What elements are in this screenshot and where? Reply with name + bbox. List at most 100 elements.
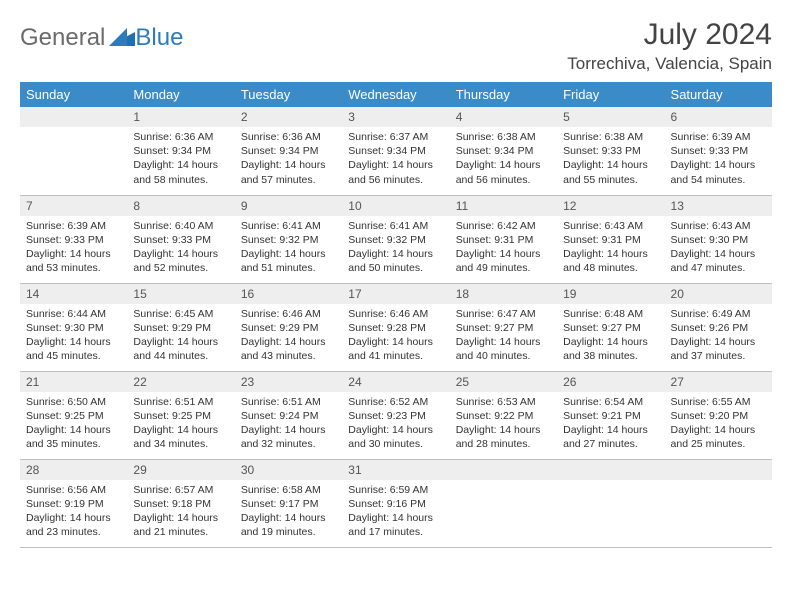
day-cell: 16Sunrise: 6:46 AMSunset: 9:29 PMDayligh… bbox=[235, 283, 342, 371]
dayhead-thursday: Thursday bbox=[450, 82, 557, 107]
week-row: 7Sunrise: 6:39 AMSunset: 9:33 PMDaylight… bbox=[20, 195, 772, 283]
day-number: 27 bbox=[665, 372, 772, 392]
day-number: 25 bbox=[450, 372, 557, 392]
day-data: Sunrise: 6:39 AMSunset: 9:33 PMDaylight:… bbox=[665, 127, 772, 191]
day-cell: 29Sunrise: 6:57 AMSunset: 9:18 PMDayligh… bbox=[127, 459, 234, 547]
day-data: Sunrise: 6:58 AMSunset: 9:17 PMDaylight:… bbox=[235, 480, 342, 544]
day-cell: 9Sunrise: 6:41 AMSunset: 9:32 PMDaylight… bbox=[235, 195, 342, 283]
day-data: Sunrise: 6:36 AMSunset: 9:34 PMDaylight:… bbox=[235, 127, 342, 191]
dayhead-saturday: Saturday bbox=[665, 82, 772, 107]
week-row: 1Sunrise: 6:36 AMSunset: 9:34 PMDaylight… bbox=[20, 107, 772, 195]
day-cell: 14Sunrise: 6:44 AMSunset: 9:30 PMDayligh… bbox=[20, 283, 127, 371]
day-data: Sunrise: 6:46 AMSunset: 9:28 PMDaylight:… bbox=[342, 304, 449, 368]
dayhead-sunday: Sunday bbox=[20, 82, 127, 107]
day-number: 1 bbox=[127, 107, 234, 127]
day-number: 10 bbox=[342, 196, 449, 216]
day-cell: 24Sunrise: 6:52 AMSunset: 9:23 PMDayligh… bbox=[342, 371, 449, 459]
day-number: 8 bbox=[127, 196, 234, 216]
day-data: Sunrise: 6:45 AMSunset: 9:29 PMDaylight:… bbox=[127, 304, 234, 368]
month-title: July 2024 bbox=[567, 18, 772, 52]
day-number: 17 bbox=[342, 284, 449, 304]
daynum-empty bbox=[557, 460, 664, 480]
day-data: Sunrise: 6:52 AMSunset: 9:23 PMDaylight:… bbox=[342, 392, 449, 456]
calendar-table: SundayMondayTuesdayWednesdayThursdayFrid… bbox=[20, 82, 772, 548]
day-cell: 12Sunrise: 6:43 AMSunset: 9:31 PMDayligh… bbox=[557, 195, 664, 283]
day-cell: 26Sunrise: 6:54 AMSunset: 9:21 PMDayligh… bbox=[557, 371, 664, 459]
page: General Blue July 2024 Torrechiva, Valen… bbox=[0, 0, 792, 558]
day-number: 31 bbox=[342, 460, 449, 480]
day-cell: 10Sunrise: 6:41 AMSunset: 9:32 PMDayligh… bbox=[342, 195, 449, 283]
week-row: 14Sunrise: 6:44 AMSunset: 9:30 PMDayligh… bbox=[20, 283, 772, 371]
day-data: Sunrise: 6:43 AMSunset: 9:30 PMDaylight:… bbox=[665, 216, 772, 280]
day-data: Sunrise: 6:41 AMSunset: 9:32 PMDaylight:… bbox=[235, 216, 342, 280]
daynum-empty bbox=[20, 107, 127, 127]
day-data: Sunrise: 6:43 AMSunset: 9:31 PMDaylight:… bbox=[557, 216, 664, 280]
day-data: Sunrise: 6:53 AMSunset: 9:22 PMDaylight:… bbox=[450, 392, 557, 456]
day-data: Sunrise: 6:41 AMSunset: 9:32 PMDaylight:… bbox=[342, 216, 449, 280]
day-cell: 19Sunrise: 6:48 AMSunset: 9:27 PMDayligh… bbox=[557, 283, 664, 371]
day-number: 6 bbox=[665, 107, 772, 127]
day-data: Sunrise: 6:54 AMSunset: 9:21 PMDaylight:… bbox=[557, 392, 664, 456]
day-cell: 21Sunrise: 6:50 AMSunset: 9:25 PMDayligh… bbox=[20, 371, 127, 459]
dayhead-tuesday: Tuesday bbox=[235, 82, 342, 107]
day-data: Sunrise: 6:47 AMSunset: 9:27 PMDaylight:… bbox=[450, 304, 557, 368]
day-data: Sunrise: 6:49 AMSunset: 9:26 PMDaylight:… bbox=[665, 304, 772, 368]
day-cell: 15Sunrise: 6:45 AMSunset: 9:29 PMDayligh… bbox=[127, 283, 234, 371]
day-data: Sunrise: 6:44 AMSunset: 9:30 PMDaylight:… bbox=[20, 304, 127, 368]
day-cell: 23Sunrise: 6:51 AMSunset: 9:24 PMDayligh… bbox=[235, 371, 342, 459]
day-data: Sunrise: 6:40 AMSunset: 9:33 PMDaylight:… bbox=[127, 216, 234, 280]
dayhead-monday: Monday bbox=[127, 82, 234, 107]
day-data: Sunrise: 6:51 AMSunset: 9:25 PMDaylight:… bbox=[127, 392, 234, 456]
day-number: 16 bbox=[235, 284, 342, 304]
week-row: 28Sunrise: 6:56 AMSunset: 9:19 PMDayligh… bbox=[20, 459, 772, 547]
day-number: 2 bbox=[235, 107, 342, 127]
dayhead-friday: Friday bbox=[557, 82, 664, 107]
day-number: 30 bbox=[235, 460, 342, 480]
brand-word2: Blue bbox=[135, 24, 183, 52]
day-cell: 18Sunrise: 6:47 AMSunset: 9:27 PMDayligh… bbox=[450, 283, 557, 371]
calendar-head: SundayMondayTuesdayWednesdayThursdayFrid… bbox=[20, 82, 772, 107]
empty-cell bbox=[665, 459, 772, 547]
daynum-empty bbox=[665, 460, 772, 480]
day-number: 14 bbox=[20, 284, 127, 304]
empty-cell bbox=[557, 459, 664, 547]
title-block: July 2024 Torrechiva, Valencia, Spain bbox=[567, 18, 772, 74]
day-cell: 30Sunrise: 6:58 AMSunset: 9:17 PMDayligh… bbox=[235, 459, 342, 547]
day-number: 19 bbox=[557, 284, 664, 304]
day-data: Sunrise: 6:51 AMSunset: 9:24 PMDaylight:… bbox=[235, 392, 342, 456]
day-data: Sunrise: 6:42 AMSunset: 9:31 PMDaylight:… bbox=[450, 216, 557, 280]
day-data: Sunrise: 6:57 AMSunset: 9:18 PMDaylight:… bbox=[127, 480, 234, 544]
calendar-body: 1Sunrise: 6:36 AMSunset: 9:34 PMDaylight… bbox=[20, 107, 772, 547]
day-cell: 8Sunrise: 6:40 AMSunset: 9:33 PMDaylight… bbox=[127, 195, 234, 283]
day-number: 9 bbox=[235, 196, 342, 216]
day-number: 3 bbox=[342, 107, 449, 127]
day-cell: 27Sunrise: 6:55 AMSunset: 9:20 PMDayligh… bbox=[665, 371, 772, 459]
day-cell: 22Sunrise: 6:51 AMSunset: 9:25 PMDayligh… bbox=[127, 371, 234, 459]
day-cell: 4Sunrise: 6:38 AMSunset: 9:34 PMDaylight… bbox=[450, 107, 557, 195]
day-number: 29 bbox=[127, 460, 234, 480]
brand-logo: General Blue bbox=[20, 18, 183, 52]
day-number: 11 bbox=[450, 196, 557, 216]
day-cell: 20Sunrise: 6:49 AMSunset: 9:26 PMDayligh… bbox=[665, 283, 772, 371]
day-number: 18 bbox=[450, 284, 557, 304]
daynum-empty bbox=[450, 460, 557, 480]
empty-cell bbox=[20, 107, 127, 195]
day-cell: 7Sunrise: 6:39 AMSunset: 9:33 PMDaylight… bbox=[20, 195, 127, 283]
day-data: Sunrise: 6:46 AMSunset: 9:29 PMDaylight:… bbox=[235, 304, 342, 368]
day-cell: 1Sunrise: 6:36 AMSunset: 9:34 PMDaylight… bbox=[127, 107, 234, 195]
day-cell: 31Sunrise: 6:59 AMSunset: 9:16 PMDayligh… bbox=[342, 459, 449, 547]
day-number: 26 bbox=[557, 372, 664, 392]
day-cell: 6Sunrise: 6:39 AMSunset: 9:33 PMDaylight… bbox=[665, 107, 772, 195]
header: General Blue July 2024 Torrechiva, Valen… bbox=[20, 18, 772, 74]
day-cell: 3Sunrise: 6:37 AMSunset: 9:34 PMDaylight… bbox=[342, 107, 449, 195]
day-number: 12 bbox=[557, 196, 664, 216]
day-number: 20 bbox=[665, 284, 772, 304]
day-data: Sunrise: 6:38 AMSunset: 9:33 PMDaylight:… bbox=[557, 127, 664, 191]
day-data: Sunrise: 6:38 AMSunset: 9:34 PMDaylight:… bbox=[450, 127, 557, 191]
day-data: Sunrise: 6:39 AMSunset: 9:33 PMDaylight:… bbox=[20, 216, 127, 280]
day-number: 15 bbox=[127, 284, 234, 304]
day-data: Sunrise: 6:37 AMSunset: 9:34 PMDaylight:… bbox=[342, 127, 449, 191]
day-number: 7 bbox=[20, 196, 127, 216]
day-number: 24 bbox=[342, 372, 449, 392]
day-cell: 28Sunrise: 6:56 AMSunset: 9:19 PMDayligh… bbox=[20, 459, 127, 547]
